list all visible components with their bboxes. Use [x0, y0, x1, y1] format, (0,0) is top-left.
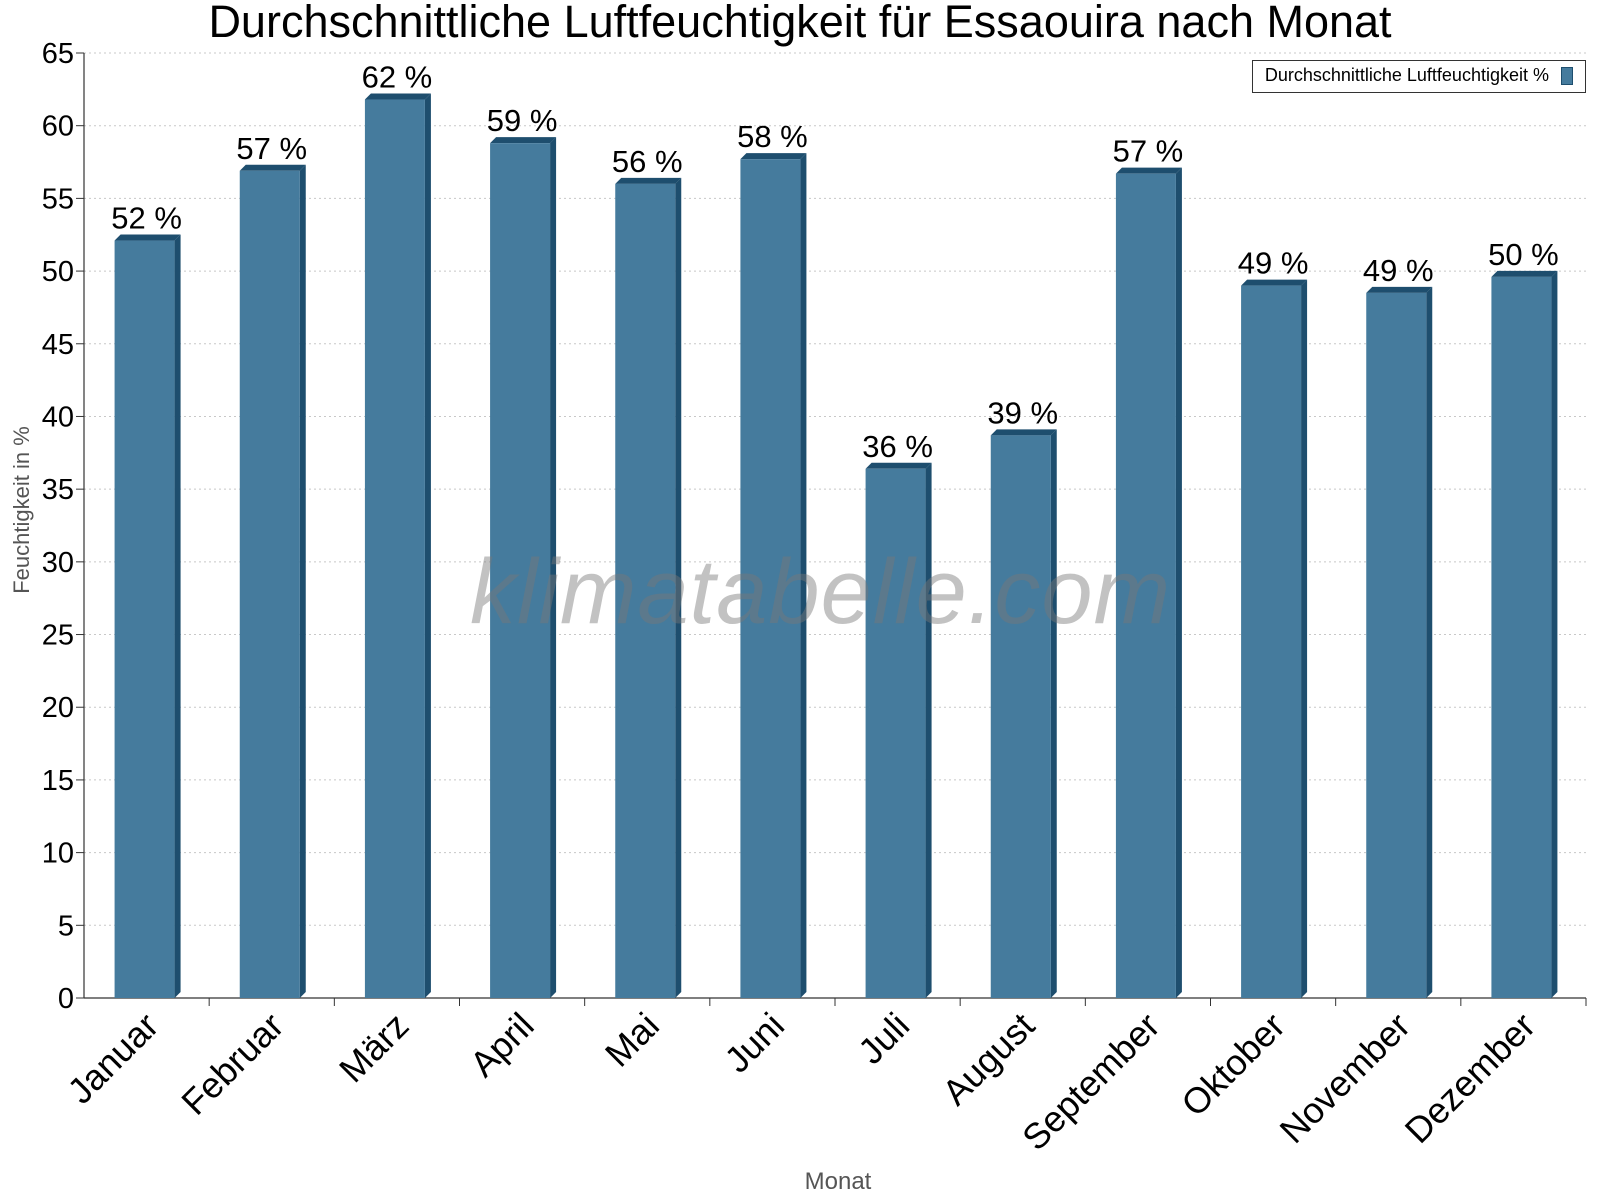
bar-top	[1115, 167, 1182, 174]
bar-top	[1366, 286, 1433, 293]
bar-side	[424, 93, 431, 999]
bar	[865, 468, 926, 998]
y-tick-label: 30	[42, 547, 74, 579]
legend: Durchschnittliche Luftfeuchtigkeit %	[1251, 60, 1586, 93]
x-axis-label: Monat	[804, 1168, 872, 1195]
bar-top	[615, 177, 682, 184]
y-tick-label: 15	[42, 765, 74, 797]
data-label: 50 %	[1488, 237, 1559, 272]
chart-title: Durchschnittliche Luftfeuchtigkeit für E…	[208, 0, 1392, 47]
bar	[239, 170, 300, 998]
data-label: 57 %	[1113, 134, 1184, 169]
bar-side	[299, 164, 306, 998]
bar-side	[675, 177, 682, 998]
bar-side	[800, 153, 807, 999]
y-tick-label: 45	[42, 329, 74, 361]
data-label: 62 %	[362, 60, 433, 95]
bar-top	[740, 153, 807, 160]
x-tick-label: September	[1014, 1005, 1168, 1159]
bar-side	[1301, 279, 1308, 999]
x-tick-label: Januar	[59, 1005, 166, 1112]
bar-top	[1491, 270, 1558, 277]
bar	[1115, 173, 1176, 998]
bar	[490, 143, 551, 999]
x-tick-label: Mai	[597, 1005, 667, 1075]
x-tick-label: August	[934, 1005, 1042, 1113]
x-tick-label: Februar	[173, 1005, 291, 1123]
y-tick-label: 40	[42, 401, 74, 433]
legend-label: Durchschnittliche Luftfeuchtigkeit %	[1264, 65, 1549, 85]
watermark: klimatabelle.com	[470, 541, 1172, 643]
data-label: 49 %	[1363, 253, 1434, 288]
data-label: 49 %	[1238, 246, 1309, 281]
bar-side	[174, 234, 181, 999]
y-tick-label: 20	[42, 692, 74, 724]
bar	[1491, 276, 1552, 998]
data-label: 36 %	[862, 429, 933, 464]
bar	[114, 240, 175, 999]
y-tick-label: 10	[42, 838, 74, 870]
bar	[1241, 285, 1302, 999]
bar-top	[114, 234, 181, 241]
data-label: 58 %	[737, 119, 808, 154]
bar-side	[1050, 429, 1057, 998]
y-tick-label: 5	[58, 910, 74, 942]
bar-top	[990, 429, 1057, 436]
y-tick-label: 50	[42, 256, 74, 288]
y-tick-label: 25	[42, 620, 74, 652]
bar-top	[490, 137, 557, 144]
x-tick-label: März	[331, 1005, 417, 1091]
x-tick-label: November	[1271, 1005, 1417, 1151]
y-tick-label: 35	[42, 474, 74, 506]
y-tick-label: 55	[42, 183, 74, 215]
bar-top	[364, 93, 431, 100]
legend-swatch	[1561, 66, 1573, 85]
x-tick-label: Oktober	[1173, 1005, 1293, 1125]
data-label: 57 %	[236, 131, 307, 166]
bar-top	[865, 462, 932, 469]
bar-side	[1175, 167, 1182, 998]
data-label: 59 %	[487, 103, 558, 138]
x-tick-label: Dezember	[1397, 1005, 1543, 1151]
bar-top	[239, 164, 306, 171]
bar	[740, 159, 801, 999]
y-tick-label: 60	[42, 111, 74, 143]
x-tick-label: April	[462, 1005, 542, 1085]
bar	[615, 183, 676, 998]
bar-side	[550, 137, 557, 999]
data-label: 39 %	[987, 395, 1058, 430]
y-tick-label: 0	[58, 983, 74, 1015]
bar	[990, 435, 1051, 998]
y-tick-label: 65	[42, 38, 74, 70]
bar	[1366, 292, 1427, 998]
data-label: 56 %	[612, 144, 683, 179]
bar-side	[925, 462, 932, 998]
bar-side	[1426, 286, 1433, 998]
bar-side	[1551, 270, 1558, 998]
x-tick-label: Juli	[850, 1005, 917, 1072]
data-label: 52 %	[111, 201, 182, 236]
x-tick-label: Juni	[716, 1005, 792, 1081]
y-axis-label: Feuchtigkeit in %	[9, 426, 34, 594]
bar	[364, 99, 425, 999]
bar-top	[1241, 279, 1308, 286]
